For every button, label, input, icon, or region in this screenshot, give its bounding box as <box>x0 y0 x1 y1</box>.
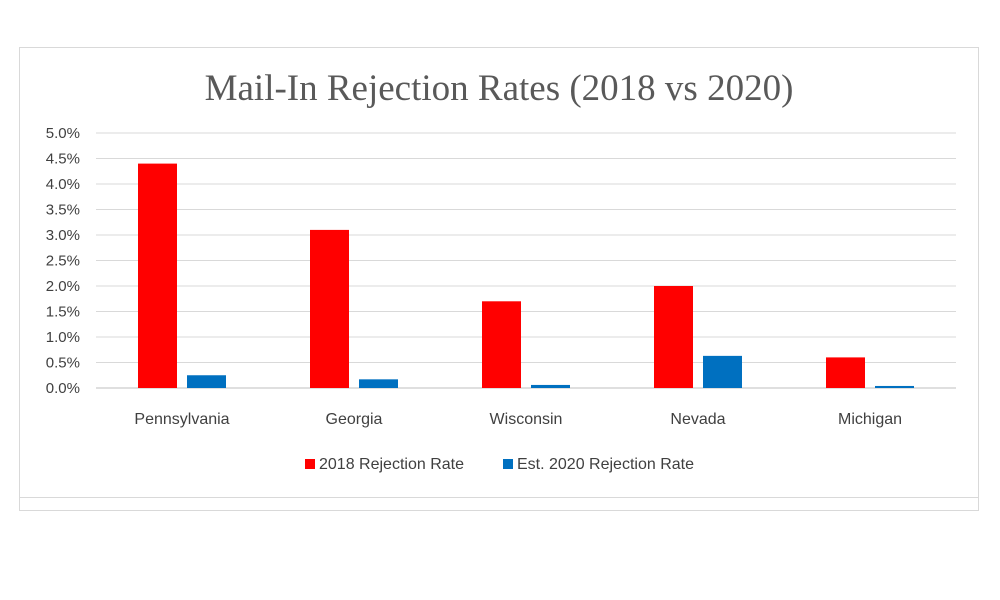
x-axis-categories: Pennsylvania Georgia Wisconsin Nevada Michig… <box>134 411 902 428</box>
legend-label: Est. 2020 Rejection Rate <box>517 456 694 473</box>
x-category-label: Nevada <box>670 411 725 428</box>
y-tick-label: 3.5% <box>46 202 80 219</box>
bar-2018-wisconsin <box>482 301 521 388</box>
y-tick-label: 5.0% <box>46 125 80 142</box>
y-tick-label: 0.0% <box>46 380 80 397</box>
bars <box>138 163 914 388</box>
bar-2020-pennsylvania <box>187 375 226 388</box>
y-tick-label: 4.0% <box>46 176 80 193</box>
y-tick-label: 4.5% <box>46 151 80 168</box>
y-tick-label: 2.5% <box>46 253 80 270</box>
legend: 2018 Rejection Rate Est. 2020 Rejection R… <box>305 456 694 473</box>
bar-2020-michigan <box>875 385 914 388</box>
bar-2020-wisconsin <box>531 384 570 388</box>
chart-title: Mail-In Rejection Rates (2018 vs 2020) <box>205 68 794 109</box>
x-category-label: Pennsylvania <box>134 411 229 428</box>
legend-swatch <box>503 459 513 469</box>
x-category-label: Michigan <box>838 411 902 428</box>
x-category-label: Georgia <box>326 411 383 428</box>
y-tick-label: 1.0% <box>46 329 80 346</box>
bar-2018-michigan <box>826 357 865 388</box>
y-tick-label: 2.0% <box>46 278 80 295</box>
y-axis-ticks: 0.0% 0.5% 1.0% 1.5% 2.0% 2.5% 3.0% 3.5% 4.0% 4.5%… <box>46 125 80 397</box>
gridlines <box>96 132 956 389</box>
frame-divider <box>19 497 979 498</box>
chart-frame <box>19 47 979 511</box>
y-tick-label: 1.5% <box>46 304 80 321</box>
x-category-label: Wisconsin <box>490 411 563 428</box>
bar-2020-nevada <box>703 355 742 388</box>
bar-2018-georgia <box>310 229 349 388</box>
bar-2018-nevada <box>654 286 693 388</box>
y-tick-label: 3.0% <box>46 227 80 244</box>
y-tick-label: 0.5% <box>46 355 80 372</box>
bar-2018-pennsylvania <box>138 163 177 388</box>
legend-swatch <box>305 459 315 469</box>
legend-label: 2018 Rejection Rate <box>319 456 464 473</box>
bar-2020-georgia <box>359 379 398 388</box>
